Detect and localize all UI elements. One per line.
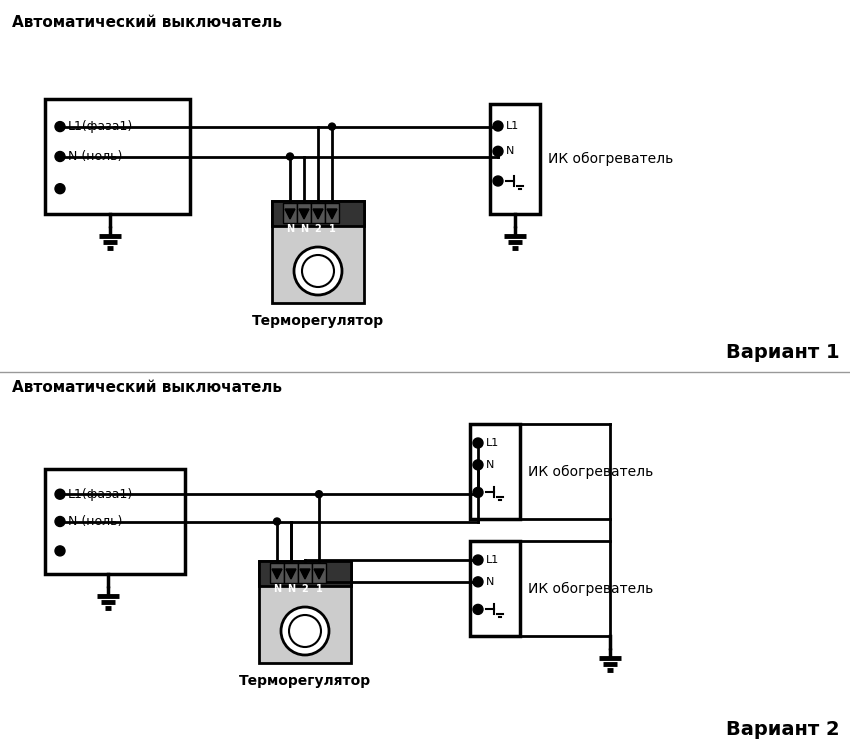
Text: Терморегулятор: Терморегулятор <box>252 314 384 328</box>
Polygon shape <box>314 569 324 579</box>
Text: N: N <box>273 584 281 594</box>
Text: N (ноль): N (ноль) <box>68 150 122 163</box>
Bar <box>325 203 339 223</box>
Circle shape <box>281 607 329 655</box>
Circle shape <box>302 255 334 287</box>
Bar <box>284 563 298 583</box>
Bar <box>272 201 364 303</box>
Circle shape <box>473 577 483 587</box>
Text: L1: L1 <box>486 555 499 565</box>
Circle shape <box>55 184 65 193</box>
Bar <box>470 424 520 519</box>
Circle shape <box>473 438 483 448</box>
Circle shape <box>473 487 483 498</box>
Text: N: N <box>286 224 294 234</box>
Bar <box>312 563 326 583</box>
Text: L1(фаза1): L1(фаза1) <box>68 120 133 133</box>
Text: Автоматический выключатель: Автоматический выключатель <box>12 15 282 30</box>
Text: N: N <box>486 460 495 470</box>
Bar <box>45 99 190 214</box>
Text: N: N <box>486 577 495 587</box>
Text: 2: 2 <box>314 224 321 234</box>
Circle shape <box>328 123 336 130</box>
Bar <box>283 203 297 223</box>
Circle shape <box>55 516 65 527</box>
Polygon shape <box>272 569 282 579</box>
Circle shape <box>294 247 342 295</box>
Text: ИК обогреватель: ИК обогреватель <box>528 465 654 479</box>
Polygon shape <box>286 569 296 579</box>
Circle shape <box>493 147 503 156</box>
Circle shape <box>289 615 321 647</box>
Text: ИК обогреватель: ИК обогреватель <box>528 582 654 596</box>
Text: L1(фаза1): L1(фаза1) <box>68 488 133 501</box>
Bar <box>259 561 351 663</box>
Text: N (ноль): N (ноль) <box>68 515 122 528</box>
Bar <box>490 104 540 214</box>
Circle shape <box>473 460 483 470</box>
Circle shape <box>493 121 503 131</box>
Bar <box>470 541 520 636</box>
Circle shape <box>473 604 483 615</box>
Text: 2: 2 <box>302 584 309 594</box>
Circle shape <box>493 176 503 186</box>
Text: Вариант 1: Вариант 1 <box>727 343 840 362</box>
Bar <box>297 203 311 223</box>
Text: ИК обогреватель: ИК обогреватель <box>548 152 673 166</box>
Polygon shape <box>300 569 310 579</box>
Text: L1: L1 <box>486 438 499 448</box>
Polygon shape <box>299 209 309 219</box>
Text: 1: 1 <box>315 584 322 594</box>
Bar <box>311 203 325 223</box>
Circle shape <box>286 153 293 160</box>
Circle shape <box>55 490 65 499</box>
Bar <box>298 563 312 583</box>
Circle shape <box>315 491 322 498</box>
Circle shape <box>274 518 280 525</box>
Text: L1: L1 <box>506 121 519 131</box>
Text: Автоматический выключатель: Автоматический выключатель <box>12 380 282 395</box>
Text: N: N <box>287 584 295 594</box>
Polygon shape <box>327 209 337 219</box>
Circle shape <box>55 546 65 556</box>
Bar <box>270 563 284 583</box>
Circle shape <box>55 121 65 132</box>
Text: N: N <box>300 224 308 234</box>
Bar <box>259 561 351 586</box>
Polygon shape <box>285 209 295 219</box>
Text: Вариант 2: Вариант 2 <box>727 720 840 739</box>
Text: N: N <box>506 147 514 156</box>
Text: Терморегулятор: Терморегулятор <box>239 674 371 688</box>
Circle shape <box>55 152 65 161</box>
Polygon shape <box>313 209 323 219</box>
Bar <box>45 469 185 574</box>
Circle shape <box>473 555 483 565</box>
Bar <box>272 201 364 226</box>
Text: 1: 1 <box>329 224 336 234</box>
